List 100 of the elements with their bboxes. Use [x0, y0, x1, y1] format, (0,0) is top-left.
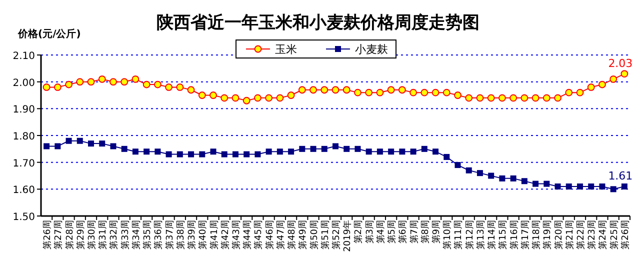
point [354, 88, 362, 96]
x-tick-label: 2019年 [342, 220, 354, 252]
x-tick-label: 第46周 [264, 220, 276, 250]
point [365, 88, 373, 96]
point [310, 86, 317, 94]
point [266, 148, 272, 155]
point [288, 148, 294, 155]
point [521, 178, 528, 184]
point [99, 140, 106, 147]
point [254, 94, 262, 102]
point [210, 148, 216, 155]
point [332, 143, 338, 150]
y-tick-label: 1.50 [12, 212, 35, 223]
point [76, 138, 83, 144]
point [398, 86, 406, 94]
x-tick-label: 第34周 [130, 220, 142, 250]
x-tick-label: 第24周 [598, 220, 609, 250]
point [432, 148, 439, 155]
point [466, 167, 472, 174]
point [176, 151, 183, 158]
point [332, 86, 340, 94]
point [566, 183, 572, 190]
point [44, 143, 50, 150]
x-tick-label: 第23周 [586, 220, 598, 250]
point [320, 86, 328, 94]
point [244, 151, 250, 158]
point [54, 84, 62, 91]
x-tick-label: 第25周 [608, 220, 620, 250]
x-tick-label: 第36周 [153, 220, 164, 250]
data-label: 1.61 [608, 169, 633, 182]
point [120, 78, 128, 86]
point [421, 146, 428, 152]
point [499, 175, 506, 182]
x-tick-label: 第50周 [308, 220, 320, 250]
point [620, 70, 628, 78]
point [198, 92, 206, 99]
point [88, 140, 94, 147]
point [410, 88, 417, 96]
point [154, 80, 162, 88]
point [598, 80, 606, 88]
y-tick-label: 2.00 [12, 78, 35, 89]
point [321, 146, 328, 152]
point [420, 88, 428, 96]
point [476, 170, 483, 176]
legend-label: 玉米 [275, 43, 297, 56]
point [610, 75, 618, 83]
x-tick-label: 第49周 [298, 220, 309, 250]
x-tick-label: 第26周 [620, 220, 631, 250]
point [454, 162, 461, 168]
point [142, 80, 150, 88]
x-tick-label: 第2周 [353, 220, 364, 244]
point [299, 146, 306, 152]
point [132, 148, 138, 155]
x-tick-label: 第42周 [220, 220, 231, 250]
point [487, 94, 495, 102]
x-tick-label: 第8周 [420, 220, 431, 244]
y-tick-label: 2.10 [12, 51, 35, 62]
x-tick-label: 第45周 [253, 220, 264, 250]
x-tick-label: 第38周 [175, 220, 186, 250]
point [65, 80, 72, 88]
point [166, 151, 172, 158]
point [87, 78, 95, 86]
point [576, 183, 583, 190]
point [298, 86, 306, 94]
x-tick-label: 第28周 [64, 220, 76, 250]
x-tick-label: 第10周 [442, 220, 454, 250]
point [154, 148, 161, 155]
point [376, 88, 384, 96]
x-tick-label: 第7周 [408, 220, 420, 244]
point [276, 148, 283, 155]
point [220, 94, 228, 102]
point [66, 138, 72, 144]
x-tick-label: 第52周 [331, 220, 342, 250]
point [621, 183, 628, 190]
point [488, 172, 494, 179]
x-tick-label: 第12周 [464, 220, 476, 250]
point [144, 148, 150, 155]
point [465, 94, 473, 102]
x-tick-label: 第3周 [364, 220, 376, 244]
x-tick-label: 第5周 [386, 220, 398, 244]
y-tick-label: 1.90 [12, 104, 35, 116]
point [232, 94, 240, 102]
point [444, 154, 450, 160]
point [442, 88, 450, 96]
point [399, 148, 406, 155]
point [376, 148, 383, 155]
x-tick-label: 第16周 [508, 220, 520, 250]
legend-label: 小麦麸 [355, 43, 388, 56]
point [410, 148, 416, 155]
point [287, 92, 295, 99]
data-label: 2.03 [608, 56, 633, 70]
point [576, 88, 584, 96]
point [388, 148, 394, 155]
point [565, 88, 573, 96]
x-tick-label: 第13周 [475, 220, 486, 250]
x-tick-label: 第15周 [498, 220, 509, 250]
point [76, 78, 84, 86]
point [110, 78, 117, 86]
point [510, 94, 518, 102]
point [510, 175, 516, 182]
